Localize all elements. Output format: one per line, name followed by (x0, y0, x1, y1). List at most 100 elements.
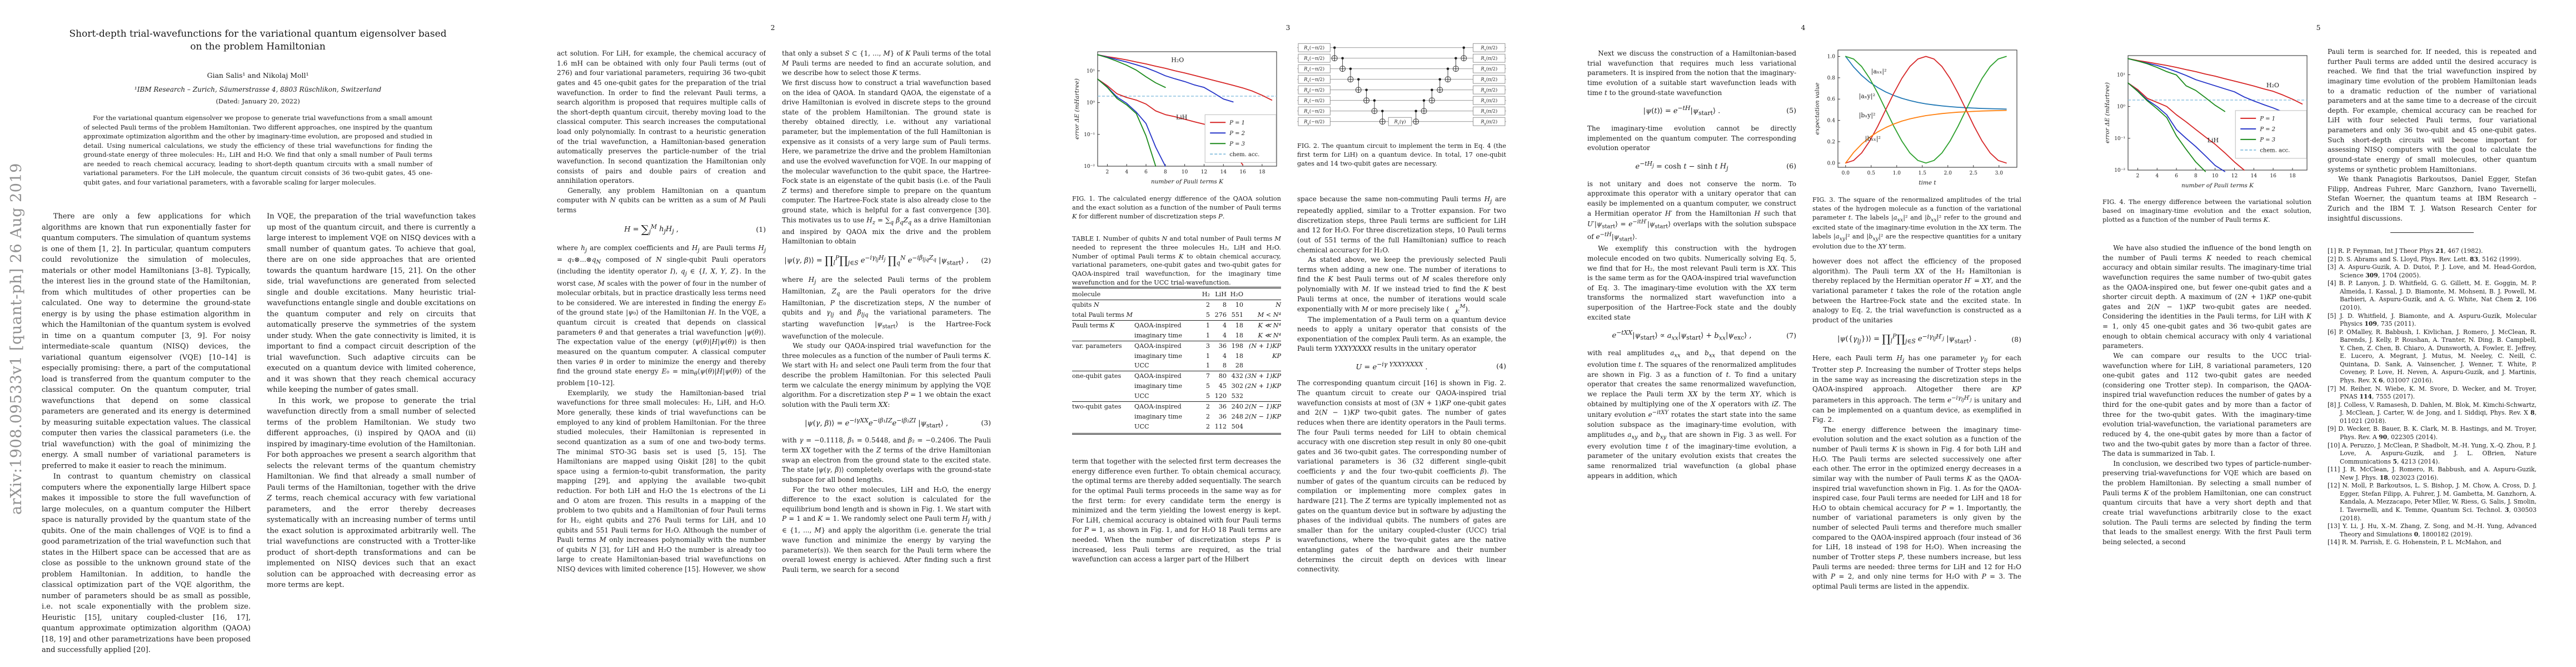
paragraph: Pauli term is searched for. If needed, t… (2328, 48, 2537, 173)
svg-text:Rx(π/2): Rx(π/2) (1480, 56, 1497, 62)
svg-text:H₂O: H₂O (1171, 56, 1184, 63)
equation: e−tXX|ψstart⟩ ∝ axx|ψstart⟩ + bxx|ψexc⟩ … (1612, 329, 1797, 342)
equation: |ψ(γ, β)⟩ = e−iγXXe−iβ₁IZe−iβ₂ZI |ψstart… (805, 416, 991, 429)
reference-item: [7] M. Reiher, N. Wiebe, K. M. Svore, D.… (2328, 385, 2537, 401)
fig3-caption: FIG. 3. The square of the renormalized a… (1812, 196, 2021, 251)
table-row: UCC 1 8 28 (1072, 361, 1281, 372)
svg-text:H₂O: H₂O (2266, 82, 2279, 89)
page5-right-column: Pauli term is searched for. If needed, t… (2328, 47, 2537, 231)
page-3: 3 2 4 6 8 10 12 14 16 18 10¹ 10⁰ 10⁻¹ 10⁻² H₂O LiH numb… (1030, 0, 1546, 667)
svg-text:Rz(γ): Rz(γ) (1394, 119, 1406, 126)
paragraph: We thank Panagiotis Barkoutsos, Daniel E… (2328, 175, 2537, 222)
equation: H = ∑jM hjHj , (1) (624, 222, 766, 236)
reference-item: [5] J. D. Whitfield, J. Biamonte, and A.… (2328, 312, 2537, 328)
paragraph: term that together with the selected fir… (1072, 457, 1281, 564)
svg-text:Ry(−π/2): Ry(−π/2) (1303, 87, 1324, 94)
svg-text:0.8: 0.8 (1827, 76, 1836, 81)
reference-item: [13] Y. Li, J. Hu, X.-M. Zhang, Z. Song,… (2328, 522, 2537, 538)
paragraph: Next we discuss the construction of a Ha… (1587, 49, 1796, 97)
paragraph: with γ = −0.1118, β₁ = 0.5448, and β₂ = … (782, 436, 991, 484)
page-number: 4 (1801, 23, 1806, 32)
paragraph: For the two other molecules, LiH and H₂O… (782, 485, 991, 574)
paragraph: with real amplitudes axx and bxx that de… (1587, 349, 1796, 480)
paragraph: We first discuss how to construct a tria… (782, 78, 991, 246)
svg-text:error ΔE (mHartree): error ΔE (mHartree) (1074, 78, 1080, 140)
page-number: 2 (770, 23, 775, 32)
svg-text:|bₓₓ|²: |bₓₓ|² (1865, 135, 1881, 143)
svg-text:1.0: 1.0 (1827, 54, 1836, 60)
paragraph: In conclusion, we described two types of… (2102, 459, 2311, 546)
svg-text:P = 2: P = 2 (1229, 131, 1245, 137)
svg-text:10⁻¹: 10⁻¹ (2114, 136, 2125, 142)
svg-text:10⁻¹: 10⁻¹ (1084, 132, 1095, 138)
table-row: UCC 5 120 532 (1072, 391, 1281, 402)
reference-item: [10] A. Peruzzo, J. McClean, P. Shadbolt… (2328, 441, 2537, 465)
svg-text:4: 4 (2155, 173, 2159, 179)
page-5: 5 2 4 6 8 10 12 14 16 18 10¹ 10⁰ 10⁻¹ 10⁻² H₂O LiH numb… (2061, 0, 2576, 667)
table-row: total Pauli terms M 5 276 551 M < N⁴ (1072, 310, 1281, 321)
reference-item: [8] J. Colless, V. Ramasesh, D. Dahlen, … (2328, 401, 2537, 425)
svg-text:Rx(−π/2): Rx(−π/2) (1303, 56, 1324, 62)
paragraph: As stated above, we keep the previously … (1297, 256, 1506, 315)
fig2-quantum-circuit: Rx(−π/2) Rx(−π/2) Rx(−π/2) Rx(−π/2) Ry(−π/2)… (1297, 43, 1506, 126)
equation: e−tHj = cosh t − sinh t Hj (6) (1635, 160, 1796, 172)
svg-text:Ry(π/2): Ry(π/2) (1480, 119, 1497, 126)
svg-text:10⁻²: 10⁻² (2114, 168, 2125, 173)
paragraph: Generally, any problem Hamiltonian on a … (557, 186, 766, 214)
svg-text:chem. acc.: chem. acc. (2260, 147, 2290, 153)
svg-text:0.6: 0.6 (1827, 97, 1836, 102)
paragraph: that only a subset S ⊂ {1, ..., M} of K … (782, 49, 991, 77)
svg-text:2: 2 (1106, 170, 1109, 175)
equation: U = e−iγ YXXYXXXX . (4) (1356, 361, 1506, 372)
svg-text:2.5: 2.5 (1970, 171, 1978, 176)
page-number: 3 (1285, 23, 1291, 32)
paragraph: space because the same non-commuting Pau… (1297, 195, 1506, 254)
svg-text:2.0: 2.0 (1944, 171, 1952, 176)
paper-authors: Gian Salis¹ and Nikolaj Moll¹ (207, 71, 309, 79)
svg-text:0.4: 0.4 (1827, 118, 1836, 124)
svg-text:Ry(−π/2): Ry(−π/2) (1303, 119, 1324, 126)
svg-text:0.0: 0.0 (1827, 161, 1836, 166)
reference-item: [11] J. R. McClean, J. Romero, R. Babbus… (2328, 466, 2537, 481)
paragraph: We study our QAOA-inspired trial wavefun… (782, 342, 991, 409)
paper-dated: (Dated: January 20, 2022) (216, 97, 300, 105)
svg-text:P = 3: P = 3 (2259, 137, 2275, 143)
reference-item: [3] A. Aspuru-Guzik, A. D. Dutoi, P. J. … (2328, 263, 2537, 279)
svg-text:18: 18 (1259, 170, 1265, 175)
svg-text:time t: time t (1919, 180, 1936, 186)
svg-text:16: 16 (1239, 170, 1246, 175)
svg-text:Rx(π/2): Rx(π/2) (1480, 108, 1497, 115)
table-row: molecule H₂ LiH H₂O (1072, 290, 1281, 300)
table-1: molecule H₂ LiH H₂O qubits N 2 8 10 N total Pauli… (1072, 287, 1281, 435)
page-1: arXiv:1908.09533v1 [quant-ph] 26 Aug 201… (0, 0, 515, 667)
paragraph: The energy difference between the imagin… (1812, 425, 2021, 590)
table-row: imaginary time 2 36 248 2(N − 1)KP (1134, 413, 1281, 421)
svg-text:Ry(π/2): Ry(π/2) (1480, 87, 1497, 94)
paragraph: is not unitary and does not conserve the… (1587, 180, 1796, 243)
table1-caption: TABLE I. Number of qubits N and total nu… (1072, 235, 1281, 287)
paragraph: where hj are complex coefficients and Hj… (557, 244, 766, 387)
page2-right-column: that only a subset S ⊂ {1, ..., M} of K … (782, 49, 991, 609)
svg-text:18: 18 (2289, 173, 2296, 179)
equation: |ψ({γlj})⟩ = ∏lP∏j∈S e−iγljH′j |ψstart⟩ … (1837, 332, 2021, 346)
reference-item: [2] D. S. Abrams and S. Lloyd, Phys. Rev… (2328, 255, 2522, 263)
fig1-qaoa-error-chart: 2 4 6 8 10 12 14 16 18 10¹ 10⁰ 10⁻¹ 10⁻² H₂O LiH number… (1074, 51, 1277, 185)
paragraph: however does not affect the efficiency o… (1812, 257, 2021, 324)
svg-text:P = 1: P = 1 (1229, 120, 1245, 126)
page1-left-column: There are only a few applications for wh… (42, 211, 251, 657)
svg-text:1.5: 1.5 (1919, 171, 1927, 176)
svg-text:14: 14 (1220, 170, 1227, 175)
svg-text:Rx(π/2): Rx(π/2) (1480, 45, 1497, 52)
svg-text:16: 16 (2270, 173, 2276, 179)
svg-text:expectation value: expectation value (1814, 83, 1821, 135)
paragraph: The implementation of a Pauli term on a … (1297, 315, 1506, 353)
references-separator (2390, 232, 2474, 233)
paragraph: act solution. For LiH, for example, the … (557, 49, 766, 185)
page4-right-column: however does not affect the efficiency o… (1812, 257, 2021, 608)
svg-text:P = 2: P = 2 (2259, 126, 2275, 132)
paper-abstract: For the variational quantum eigensolver … (83, 114, 432, 186)
table-row: imaginary time 1 4 18 K ≪ N⁴ (1072, 331, 1281, 341)
svg-text:Rx(π/2): Rx(π/2) (1480, 77, 1497, 83)
table-row: one-qubit gates QAOA-inspired 7 80 432 (3N + … (1072, 372, 1281, 380)
